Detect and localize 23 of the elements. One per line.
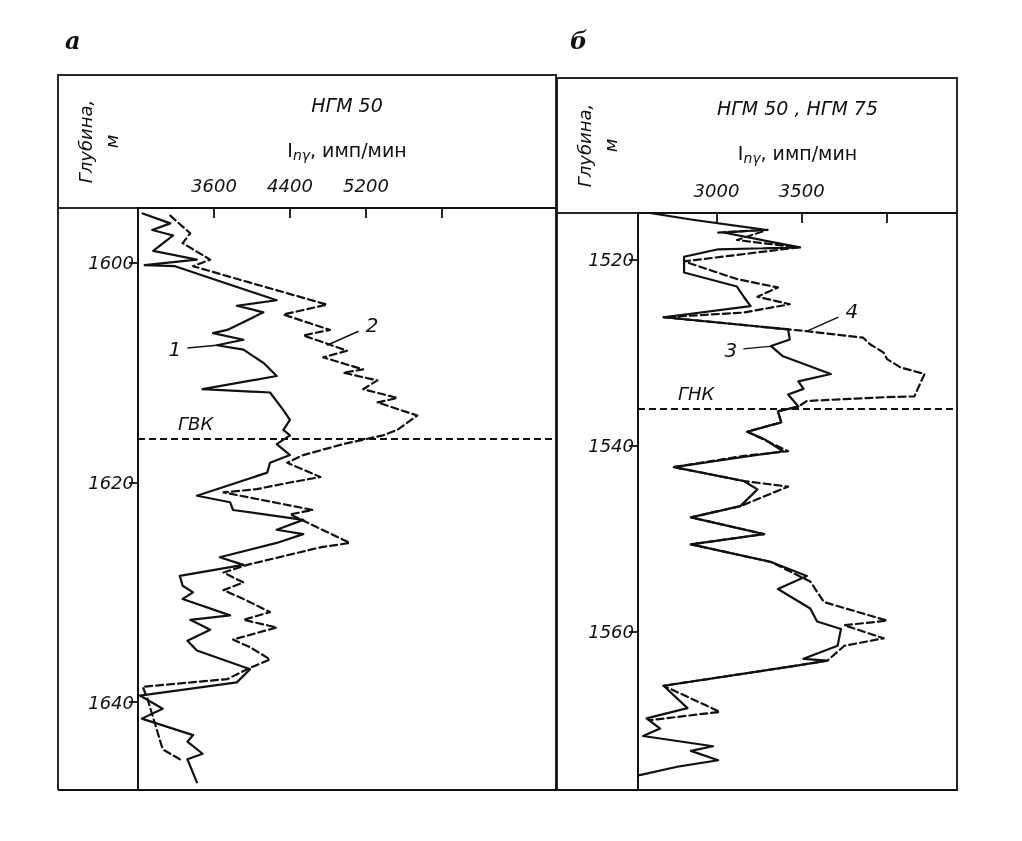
chart-title: а <box>65 25 81 55</box>
y-tick-label: 1640 <box>88 691 134 713</box>
x-tick-label: 5200 <box>343 174 389 196</box>
x-tick-label: 3500 <box>778 179 825 201</box>
annotation: 4 <box>845 299 859 324</box>
x-tick-label: 4400 <box>267 174 313 196</box>
annotation: 1 <box>168 337 182 362</box>
y-tick-label: 1520 <box>588 249 634 271</box>
y-tick-label: 1600 <box>88 252 134 274</box>
chart-title: б <box>570 25 588 55</box>
y-tick-label: 1560 <box>588 621 634 643</box>
ref-line-label: ГВК <box>178 413 215 435</box>
annotation: 2 <box>365 313 379 338</box>
x-tick-label: 3000 <box>693 179 740 201</box>
annotation: 3 <box>724 338 738 363</box>
y-axis-title: Глубина, м <box>74 99 122 184</box>
y-axis-title: Глубина, м <box>574 103 621 188</box>
chart-subtitle: НГМ 50 , НГМ 75 <box>716 97 879 119</box>
y-tick-label: 1540 <box>588 435 634 457</box>
y-tick-label: 1620 <box>88 472 134 494</box>
ref-line-label: ГНК <box>678 382 716 404</box>
chart-subtitle: НГМ 50 <box>311 94 383 116</box>
x-tick-label: 3600 <box>191 174 237 196</box>
